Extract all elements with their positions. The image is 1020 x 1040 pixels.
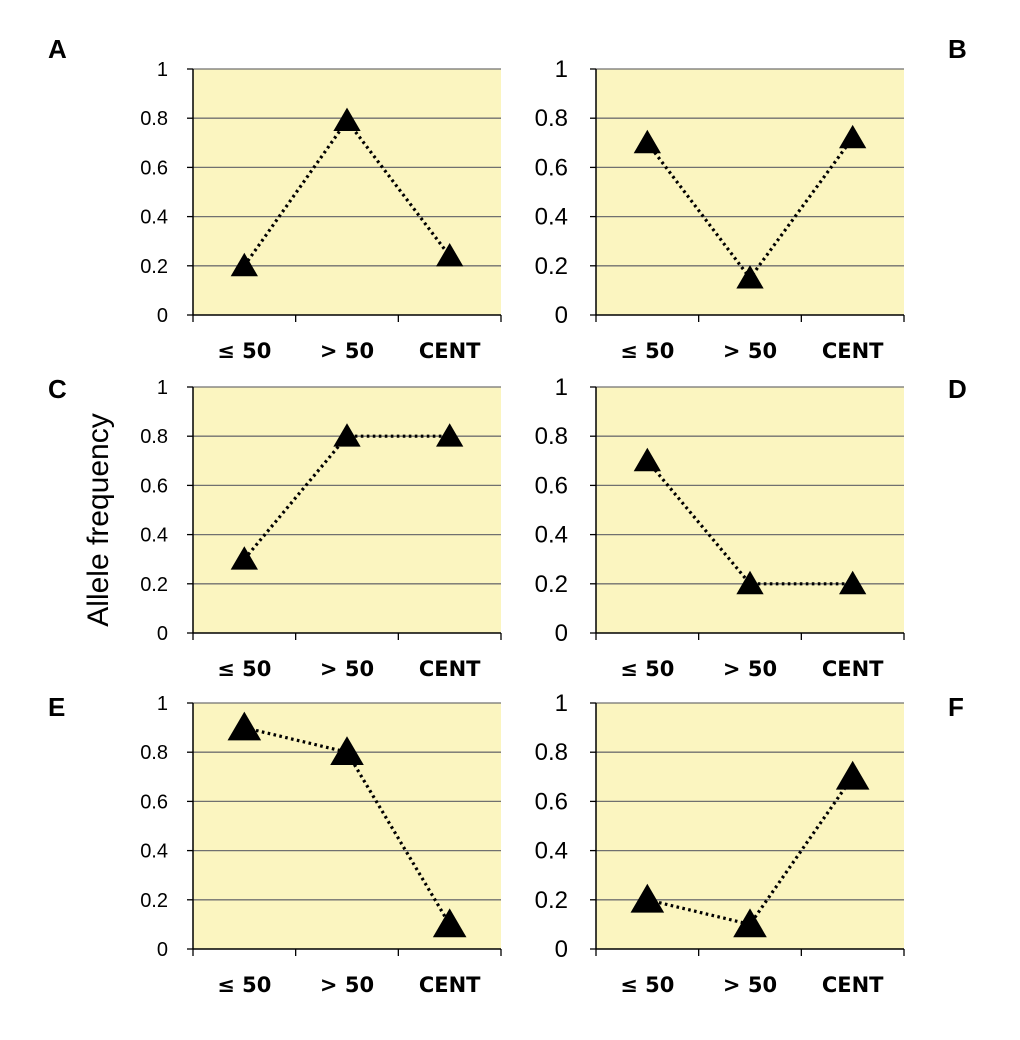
panel-c: 0 0.2 0.4 0.6 0.8 1 ≤ 50 > 50 CENT C	[48, 374, 502, 681]
data-point-marker	[839, 124, 867, 149]
data-point-marker	[436, 242, 464, 267]
x-category-label: > 50	[320, 657, 374, 681]
y-tick-label: 0.8	[140, 426, 168, 448]
x-category-label: > 50	[723, 657, 777, 681]
x-category-label: > 50	[320, 339, 374, 363]
x-category-label: ≤ 50	[620, 657, 674, 681]
x-category-label: CENT	[419, 973, 481, 997]
x-category-label: ≤ 50	[620, 339, 674, 363]
x-category-label: CENT	[822, 973, 884, 997]
x-category-label: ≤ 50	[217, 339, 271, 363]
y-tick-label: 0.8	[140, 742, 168, 764]
x-category-label: ≤ 50	[217, 973, 271, 997]
data-point-marker	[835, 760, 870, 790]
data-point-marker	[227, 711, 262, 741]
panel-letter-c: C	[48, 374, 67, 404]
y-tick-label: 0.2	[535, 571, 568, 598]
x-category-label: ≤ 50	[620, 973, 674, 997]
y-tick-label: 0	[157, 623, 168, 645]
panel-e: 0 0.2 0.4 0.6 0.8 1 ≤ 50 > 50 CENT E	[48, 692, 502, 997]
data-point-marker	[432, 908, 467, 938]
x-category-label: CENT	[822, 657, 884, 681]
data-point-marker	[736, 265, 764, 289]
y-tick-label: 0.4	[140, 841, 168, 863]
y-tick-label: 1	[157, 377, 168, 399]
data-point-marker	[230, 546, 258, 570]
y-tick-label: 0.4	[535, 522, 568, 549]
data-point-marker	[733, 908, 767, 938]
panel-letter-e: E	[48, 692, 65, 722]
plot-area-a	[193, 69, 501, 315]
data-point-marker	[333, 107, 361, 132]
y-tick-label: 0.2	[535, 253, 568, 280]
data-point-marker	[839, 570, 867, 595]
panel-letter-b: B	[948, 34, 967, 64]
x-category-label: CENT	[419, 657, 481, 681]
panel-b: 0 0.2 0.4 0.6 0.8 1 ≤ 50 > 50 CENT B	[535, 34, 967, 363]
x-category-label: > 50	[320, 973, 374, 997]
y-tick-label: 1	[157, 59, 168, 81]
x-category-label: CENT	[419, 339, 481, 363]
y-tick-label: 1	[555, 690, 568, 717]
data-point-marker	[633, 129, 661, 154]
y-tick-label: 0.6	[140, 791, 168, 813]
y-tick-label: 0.4	[140, 207, 168, 229]
y-tick-label: 0	[157, 939, 168, 961]
panel-letter-a: A	[48, 34, 67, 64]
data-point-marker	[330, 736, 364, 765]
y-tick-label: 0.4	[140, 525, 168, 547]
panel-f: 0 0.2 0.4 0.6 0.8 1 ≤ 50 > 50 CENT F	[535, 690, 964, 997]
plot-area-d	[596, 387, 904, 633]
y-tick-label: 0.8	[140, 108, 168, 130]
data-point-marker	[630, 883, 665, 913]
data-point-marker	[230, 252, 258, 277]
y-tick-label: 0.2	[140, 256, 168, 278]
panel-letter-d: D	[948, 374, 967, 404]
panel-a: 0 0.2 0.4 0.6 0.8 1 ≤ 50 > 50 CENT A	[48, 34, 502, 363]
y-tick-label: 0.4	[535, 838, 568, 865]
y-tick-label: 0.2	[535, 887, 568, 914]
y-tick-label: 0.2	[140, 574, 168, 596]
y-tick-label: 1	[157, 693, 168, 715]
y-tick-label: 0.6	[140, 475, 168, 497]
y-tick-label: 0.2	[140, 890, 168, 912]
y-tick-label: 0.8	[535, 423, 568, 450]
y-tick-label: 0.8	[535, 105, 568, 132]
y-tick-label: 0.6	[535, 788, 568, 815]
x-category-label: > 50	[723, 339, 777, 363]
data-point-marker	[633, 447, 661, 472]
y-tick-label: 0.4	[535, 204, 568, 231]
y-tick-label: 0	[157, 305, 168, 327]
y-tick-label: 1	[555, 56, 568, 83]
y-tick-label: 1	[555, 374, 568, 401]
data-point-marker	[333, 423, 361, 447]
x-category-label: ≤ 50	[217, 657, 271, 681]
x-category-label: > 50	[723, 973, 777, 997]
y-tick-label: 0.8	[535, 739, 568, 766]
x-category-label: CENT	[822, 339, 884, 363]
panel-letter-f: F	[948, 692, 964, 722]
panel-d: 0 0.2 0.4 0.6 0.8 1 ≤ 50 > 50 CENT D	[535, 374, 967, 681]
y-tick-label: 0.6	[535, 154, 568, 181]
data-point-marker	[436, 423, 464, 447]
y-tick-label: 0	[555, 302, 568, 329]
data-point-marker	[736, 570, 764, 595]
series-line-c	[243, 434, 450, 561]
y-tick-label: 0	[555, 936, 568, 963]
y-tick-label: 0.6	[535, 472, 568, 499]
y-axis-title: Allele frequency	[82, 413, 115, 626]
y-tick-label: 0.6	[140, 157, 168, 179]
y-tick-label: 0	[555, 620, 568, 647]
series-line-d	[646, 459, 853, 586]
